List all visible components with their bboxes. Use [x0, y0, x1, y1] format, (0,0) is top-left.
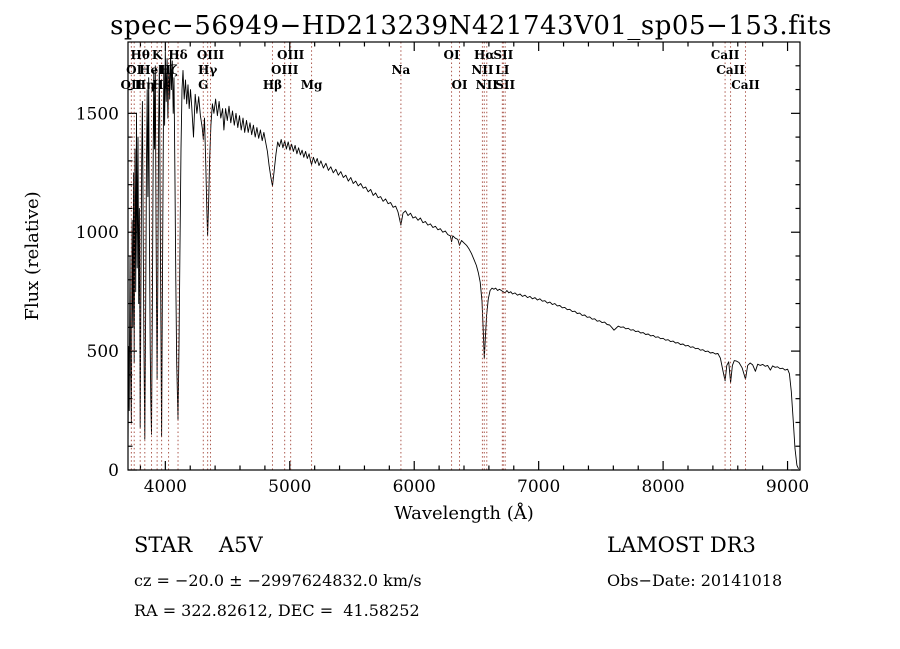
- spectral-line-label: Hβ: [263, 78, 282, 92]
- y-tick-label: 500: [87, 342, 119, 362]
- y-tick-label: 1000: [76, 223, 119, 243]
- spectral-line-label: G: [198, 78, 208, 92]
- spectral-line-label: Hδ: [168, 48, 187, 62]
- spectral-line-label: SII: [495, 78, 515, 92]
- spectral-line-label: LI: [495, 63, 509, 77]
- y-tick-label: 0: [108, 461, 119, 481]
- spectral-line-label: Hα: [474, 48, 495, 62]
- spectral-line-label: OI: [444, 48, 460, 62]
- spectral-line-markers: [130, 42, 746, 470]
- spectral-line-label: Hη: [135, 78, 155, 92]
- spectrum-trace: [128, 51, 799, 469]
- y-axis-label: Flux (relative): [22, 191, 43, 320]
- x-tick-label: 9000: [766, 477, 809, 497]
- plot-title: spec−56949−HD213239N421743V01_sp05−153.f…: [110, 11, 832, 41]
- x-tick-label: 6000: [393, 477, 436, 497]
- spectral-line-label: NII: [476, 78, 499, 92]
- axis-tick-labels: 4000 5000 6000 7000 8000 9000 0 500 1000 1500: [76, 104, 809, 497]
- spectral-line-label: Hγ: [198, 63, 217, 77]
- spectral-line-label: Hζ: [159, 63, 177, 77]
- spectrum-polyline: [128, 51, 799, 469]
- ra-dec: RA = 322.82612, DEC = 41.58252: [134, 601, 420, 620]
- object-class-label: STAR A5V: [134, 533, 263, 557]
- x-tick-label: 8000: [641, 477, 684, 497]
- x-tick-label: 4000: [144, 477, 187, 497]
- spectral-line-label: K: [152, 48, 163, 62]
- spectral-line-label: SII: [493, 48, 513, 62]
- spectral-line-label: Hε: [152, 78, 171, 92]
- spectral-line-label: CaII: [731, 78, 760, 92]
- x-tick-label: 7000: [517, 477, 560, 497]
- plot-frame: [127, 41, 801, 471]
- spectral-line-label: HeI: [139, 63, 164, 77]
- obs-date: Obs−Date: 20141018: [607, 571, 783, 590]
- spectral-line-label: Na: [392, 63, 411, 77]
- spectral-line-label: OIII: [271, 63, 299, 77]
- survey-label: LAMOST DR3: [607, 533, 756, 557]
- x-axis-label: Wavelength (Å): [394, 502, 534, 524]
- cz-value: cz = −20.0 ± −2997624832.0 km/s: [134, 571, 422, 590]
- spectral-line-label: OI: [451, 78, 467, 92]
- spectral-line-label: CaII: [711, 48, 740, 62]
- plot-layer: 4000 5000 6000 7000 8000 9000050010001500OIIO…: [76, 41, 809, 497]
- spectral-line-label: NII: [471, 63, 494, 77]
- spectral-line-label: CaII: [716, 63, 745, 77]
- spectral-line-label: Mg: [301, 78, 323, 92]
- spectral-line-label: OIII: [197, 48, 225, 62]
- spectral-line-label: OII: [121, 78, 143, 92]
- axis-ticks: [128, 42, 800, 471]
- spectral-line-label: OIII: [277, 48, 305, 62]
- spectral-line-label: Hθ: [131, 48, 150, 62]
- y-tick-label: 1500: [76, 104, 119, 124]
- spectral-line-labels: OIIOIHθHηHeIKHεHζHδGHγOIIIHβOIIIOIIIMgNa…: [121, 48, 761, 92]
- x-tick-label: 5000: [268, 477, 311, 497]
- spectral-line-label: OI: [126, 63, 142, 77]
